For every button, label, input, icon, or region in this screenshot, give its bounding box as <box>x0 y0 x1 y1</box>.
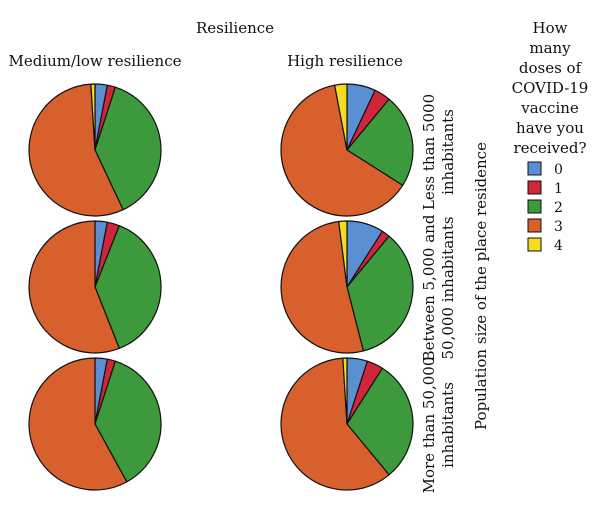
pie-grid <box>28 83 414 491</box>
slice-dose-3 <box>280 84 404 217</box>
slice-dose-2 <box>94 86 162 211</box>
legend-swatch-0 <box>527 161 542 176</box>
svg-text:COVID-19: COVID-19 <box>512 79 589 97</box>
slice-dose-4 <box>334 83 348 151</box>
row-axis-label: Population size of the place residence <box>472 142 490 430</box>
svg-text:vaccine: vaccine <box>520 99 579 117</box>
row-label-1: Less than 5000 inhabitants <box>420 94 457 210</box>
slice-dose-2 <box>94 360 162 483</box>
slice-dose-3 <box>28 220 120 354</box>
legend-label-3: 3 <box>554 219 563 235</box>
slice-dose-2 <box>346 235 414 352</box>
svg-text:many: many <box>529 39 571 57</box>
svg-text:Less than 5000: Less than 5000 <box>420 94 438 210</box>
column-label-medium-low: Medium/low resilience <box>9 52 182 70</box>
legend-swatch-2 <box>527 199 542 214</box>
svg-text:Between 5,000 and: Between 5,000 and <box>420 214 438 361</box>
pie-r3-c2 <box>280 357 414 491</box>
svg-text:received?: received? <box>513 139 586 157</box>
legend-title: How many doses of COVID-19 vaccine have … <box>512 19 589 157</box>
legend: How many doses of COVID-19 vaccine have … <box>512 19 589 254</box>
slice-dose-2 <box>346 98 414 186</box>
slice-dose-2 <box>94 225 162 349</box>
legend-label-1: 1 <box>554 181 563 197</box>
legend-swatch-3 <box>527 218 542 233</box>
svg-text:inhabitants: inhabitants <box>439 382 457 468</box>
svg-text:inhabitants: inhabitants <box>439 109 457 195</box>
legend-label-2: 2 <box>554 200 563 216</box>
legend-swatch-4 <box>527 237 542 252</box>
slice-dose-3 <box>28 357 128 491</box>
slice-dose-3 <box>28 83 124 217</box>
legend-swatch-1 <box>527 180 542 195</box>
svg-text:doses of: doses of <box>519 59 583 77</box>
slice-dose-2 <box>346 367 414 476</box>
slice-dose-4 <box>338 220 348 288</box>
chart-title: Resilience <box>196 19 274 37</box>
legend-label-4: 4 <box>554 238 563 254</box>
slice-dose-3 <box>280 357 390 491</box>
row-label-3: More than 50,000 inhabitants <box>420 357 457 494</box>
slice-dose-4 <box>90 83 96 151</box>
column-label-high: High resilience <box>287 52 403 70</box>
pie-r2-c1 <box>28 220 162 354</box>
row-label-2: Between 5,000 and 50,000 inhabitants <box>420 214 457 361</box>
pie-r1-c1 <box>28 83 162 217</box>
slice-dose-4 <box>342 357 348 425</box>
pie-r2-c2 <box>280 220 414 354</box>
svg-text:More than 50,000: More than 50,000 <box>420 357 438 494</box>
pie-r3-c1 <box>28 357 162 491</box>
legend-label-0: 0 <box>554 162 563 178</box>
svg-text:How: How <box>533 19 568 37</box>
pie-r1-c2 <box>280 83 414 217</box>
svg-text:50,000 inhabitants: 50,000 inhabitants <box>439 216 457 359</box>
svg-text:have you: have you <box>516 119 584 137</box>
legend-items: 0 1 2 3 4 <box>527 161 563 254</box>
